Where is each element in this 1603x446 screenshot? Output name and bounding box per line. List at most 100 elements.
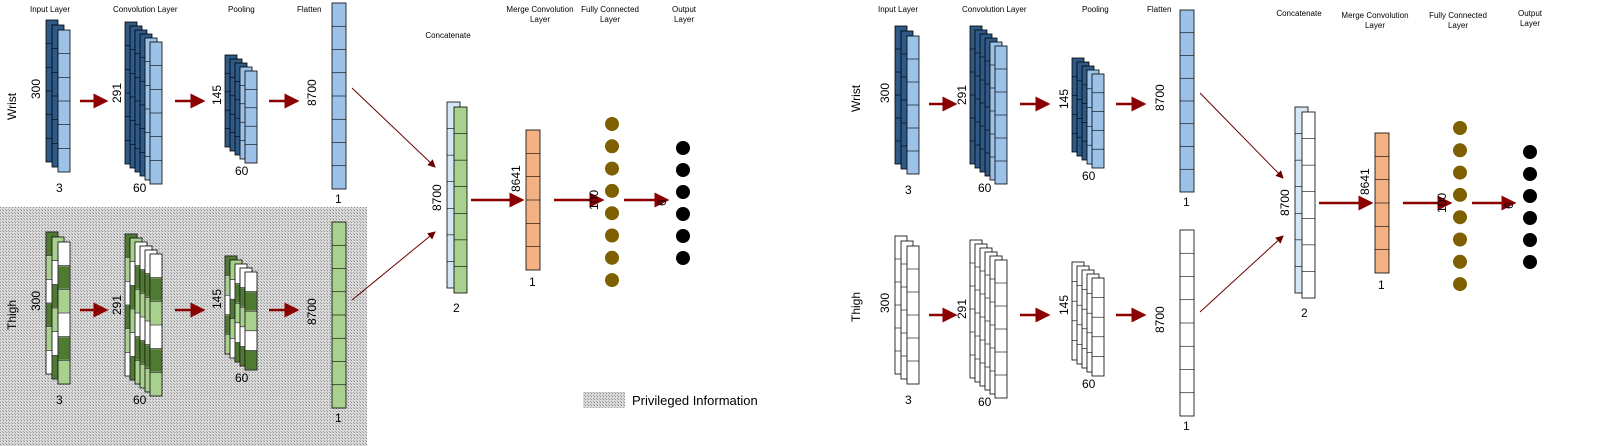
conv-width-wrist: 60 bbox=[133, 181, 147, 195]
input-height-wrist: 300 bbox=[29, 79, 43, 99]
concat-slice-front bbox=[453, 106, 468, 294]
conv-stack-thigh-slice bbox=[994, 259, 1008, 399]
fc-node bbox=[1453, 143, 1467, 158]
connector-thigh-concat bbox=[351, 231, 436, 301]
fc-node bbox=[605, 228, 619, 243]
pool-stack-wrist-slice-body bbox=[244, 70, 258, 164]
fc-node bbox=[605, 161, 619, 176]
input-stack-wrist-slice bbox=[906, 35, 920, 175]
output-node bbox=[676, 229, 690, 243]
output-node bbox=[676, 251, 690, 265]
header-convolution-layer: Convolution Layer bbox=[113, 5, 178, 14]
header-flatten: Flatten bbox=[297, 5, 321, 14]
input-height-thigh: 300 bbox=[878, 293, 892, 313]
fc-nodes bbox=[605, 117, 619, 288]
header-merge-convolution: Merge Convolution Layer bbox=[1341, 11, 1408, 30]
pool-stack-thigh-slice-cell bbox=[245, 311, 257, 331]
conv-stack-wrist-slice bbox=[994, 45, 1008, 185]
flatten-height-thigh: 8700 bbox=[1153, 306, 1167, 333]
header-merge-convolution: Merge Convolution Layer bbox=[506, 5, 573, 24]
legend-label: Privileged Information bbox=[632, 393, 758, 408]
fc-node bbox=[605, 206, 619, 221]
output-nodes bbox=[1523, 145, 1537, 269]
fc-count: 100 bbox=[587, 190, 601, 210]
header-pooling: Pooling bbox=[228, 5, 255, 14]
conv-width-wrist: 60 bbox=[978, 181, 992, 195]
concat-width: 2 bbox=[1301, 306, 1308, 320]
input-width-wrist: 3 bbox=[905, 183, 912, 197]
header-concatenate: Concatenate bbox=[1276, 9, 1322, 18]
concat-width: 2 bbox=[453, 301, 460, 315]
output-count: 6 bbox=[1502, 202, 1516, 209]
pool-stack-thigh-slice-cell bbox=[245, 331, 257, 350]
input-stack-wrist-slice bbox=[57, 29, 71, 173]
header-flatten: Flatten bbox=[1147, 5, 1171, 14]
connector-wrist-concat bbox=[1199, 92, 1284, 179]
pool-height-wrist: 145 bbox=[210, 85, 224, 105]
pool-stack-wrist-slice bbox=[1091, 73, 1105, 169]
conv-stack-wrist bbox=[969, 25, 1008, 185]
output-node bbox=[1523, 211, 1537, 225]
flatten-width-wrist: 1 bbox=[1183, 195, 1190, 209]
fc-node bbox=[1453, 254, 1467, 269]
pool-width-wrist: 60 bbox=[235, 164, 249, 178]
output-node bbox=[676, 141, 690, 155]
input-height-wrist: 300 bbox=[878, 83, 892, 103]
pool-height-wrist: 145 bbox=[1057, 89, 1071, 109]
flatten-vector-thigh bbox=[331, 221, 347, 409]
output-nodes bbox=[676, 141, 690, 265]
fc-node bbox=[1453, 210, 1467, 225]
header-output-layer: Output Layer bbox=[672, 5, 697, 24]
pool-stack-wrist bbox=[224, 54, 258, 164]
fc-node bbox=[605, 117, 619, 131]
input-stack-thigh-slice bbox=[57, 241, 71, 385]
conv-height-thigh: 291 bbox=[110, 295, 124, 315]
input-stack-thigh-slice-cell bbox=[58, 313, 70, 337]
input-stack-wrist bbox=[894, 25, 920, 175]
concat-height: 8700 bbox=[430, 184, 444, 211]
header-input-layer: Input Layer bbox=[878, 5, 918, 14]
conv-stack-thigh-slice-cell bbox=[150, 349, 162, 372]
pool-stack-thigh-slice-cell bbox=[245, 350, 257, 370]
input-stack-wrist bbox=[45, 19, 71, 173]
input-stack-thigh-slice-cell bbox=[58, 337, 70, 360]
input-stack-thigh bbox=[894, 235, 920, 385]
flatten-height-wrist: 8700 bbox=[305, 79, 319, 106]
pool-stack-thigh-slice bbox=[1091, 277, 1105, 377]
conv-stack-thigh-slice-cell bbox=[150, 254, 162, 278]
flatten-vector-thigh bbox=[1179, 229, 1195, 417]
merge-convolution-vector bbox=[1374, 132, 1390, 274]
fc-node bbox=[605, 183, 619, 198]
conv-stack-thigh-slice-cell bbox=[150, 372, 162, 396]
conv-stack-wrist bbox=[124, 21, 163, 185]
concat-slice-front-body bbox=[1301, 111, 1316, 299]
output-node bbox=[1523, 189, 1537, 203]
output-node bbox=[1523, 233, 1537, 247]
row-label-thigh: Thigh bbox=[849, 292, 863, 322]
connector-wrist-concat bbox=[351, 87, 436, 168]
fc-node bbox=[1453, 121, 1467, 135]
output-node bbox=[1523, 167, 1537, 181]
conv-height-wrist: 291 bbox=[110, 83, 124, 103]
pool-stack-thigh bbox=[224, 255, 258, 371]
conv-stack-wrist-slice bbox=[149, 41, 163, 185]
flatten-vector-wrist bbox=[331, 2, 347, 190]
merge-width: 1 bbox=[529, 275, 536, 289]
conv-stack-thigh bbox=[969, 239, 1008, 399]
input-stack-thigh-slice-cell bbox=[58, 289, 70, 313]
conv-stack-thigh-slice bbox=[149, 253, 163, 397]
fc-node bbox=[1453, 187, 1467, 202]
pool-stack-thigh bbox=[1071, 261, 1105, 377]
output-node bbox=[676, 207, 690, 221]
conv-stack-thigh-slice-cell bbox=[150, 325, 162, 349]
pool-stack-wrist-slice bbox=[244, 70, 258, 164]
left-diagram: Input Layer Convolution Layer Pooling Flatt… bbox=[5, 2, 697, 425]
pool-stack-thigh-slice-cell bbox=[245, 292, 257, 311]
concat-height: 8700 bbox=[1278, 189, 1292, 216]
header-output-layer: Output Layer bbox=[1518, 9, 1543, 28]
fc-node bbox=[605, 139, 619, 154]
flatten-vector-wrist bbox=[1179, 9, 1195, 193]
output-count: 6 bbox=[655, 199, 669, 206]
fc-node bbox=[605, 273, 619, 288]
pool-stack-thigh-slice bbox=[244, 271, 258, 371]
